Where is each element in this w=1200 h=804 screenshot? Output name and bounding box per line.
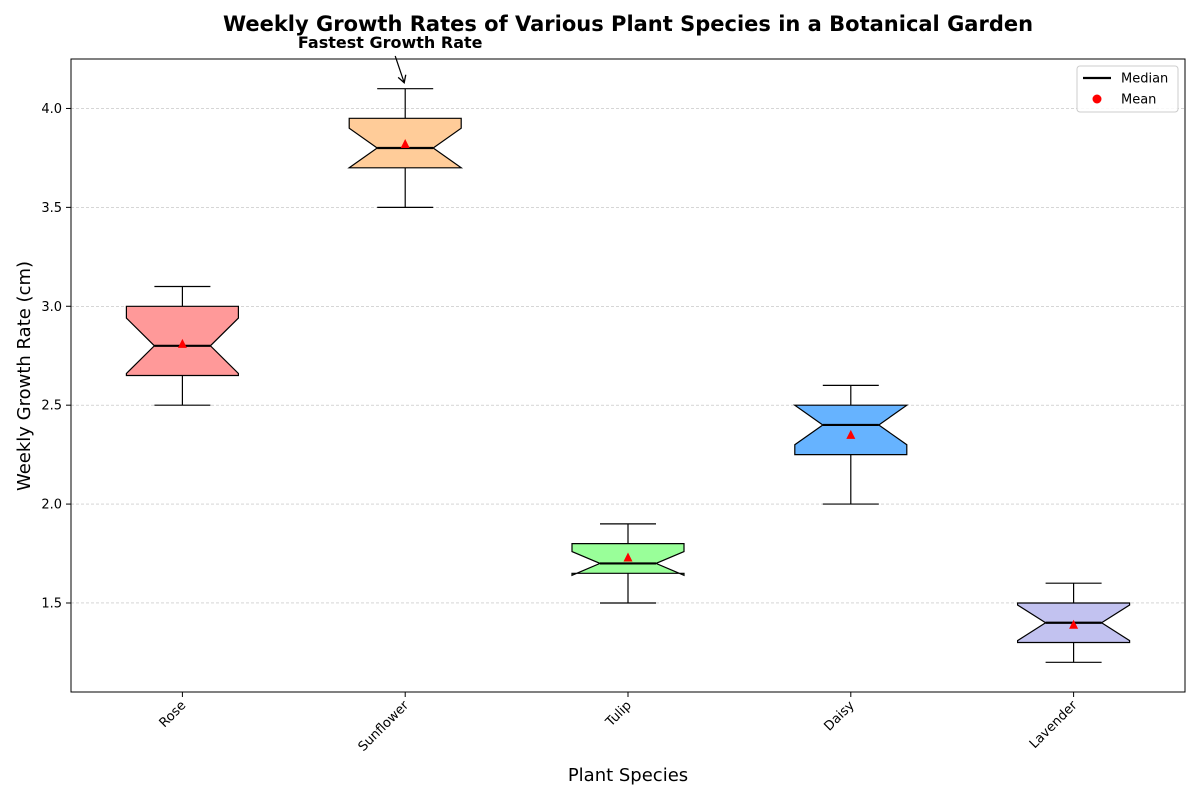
x-tick-label: Rose	[157, 698, 190, 731]
y-tick-label: 2.5	[41, 399, 62, 414]
mean-marker	[400, 139, 410, 149]
box-daisy	[792, 384, 909, 505]
annotation-arrow	[394, 55, 407, 84]
box-lavender	[1016, 582, 1131, 663]
mean-marker	[846, 429, 856, 439]
x-tick-label: Sunflower	[356, 698, 413, 755]
box-rose	[125, 285, 239, 406]
x-tick-label: Daisy	[822, 698, 858, 734]
y-tick-label: 4.0	[41, 102, 62, 117]
y-tick-label: 3.5	[41, 201, 62, 216]
y-axis-label: Weekly Growth Rate (cm)	[14, 261, 35, 491]
mean-marker	[177, 338, 187, 348]
mean-marker	[1069, 619, 1079, 629]
box-sunflower	[347, 88, 464, 208]
x-tick-label: Tulip	[603, 698, 635, 730]
y-tick-label: 3.0	[41, 300, 62, 315]
x-tick-label: Lavender	[1027, 698, 1081, 752]
mean-marker	[623, 552, 633, 562]
legend-mean-swatch	[1092, 94, 1102, 104]
legend-label-mean: Mean	[1121, 93, 1156, 108]
legend-label-median: Median	[1121, 72, 1168, 87]
x-axis-label: Plant Species	[568, 765, 688, 786]
plot-frame	[70, 58, 1186, 693]
annotation-label: Fastest Growth Rate	[298, 33, 483, 52]
chart-title: Weekly Growth Rates of Various Plant Spe…	[223, 12, 1033, 36]
y-tick-label: 1.5	[41, 596, 62, 611]
box-tulip	[571, 523, 685, 604]
y-tick-label: 2.0	[41, 498, 62, 513]
